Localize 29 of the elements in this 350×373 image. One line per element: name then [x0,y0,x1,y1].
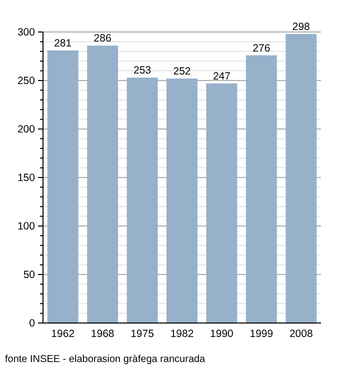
x-tick-label: 1968 [90,328,114,340]
data-label: 286 [94,32,112,45]
bar [166,78,198,323]
source-note: fonte INSEE - elaborasion gràfega rancurada [5,354,206,365]
y-tick-label: 250 [17,75,36,88]
data-label: 247 [212,70,231,82]
x-tick-label: 1990 [210,328,234,340]
x-tick-label: 1982 [170,328,194,340]
x-tick-label: 1975 [130,328,154,340]
bar [47,50,78,323]
x-tick-label: 1999 [250,328,274,340]
data-label: 276 [252,42,270,54]
y-tick-label: 50 [23,269,36,282]
bar [286,34,317,323]
bar [126,78,158,323]
x-tick-label: 2008 [289,328,313,340]
bar [206,83,238,323]
y-tick-label: 0 [29,318,36,330]
data-label: 253 [134,64,152,77]
data-label: 252 [173,66,191,78]
data-label: 298 [292,20,310,33]
bar [87,46,118,323]
x-tick-label: 1962 [51,328,75,340]
y-tick-label: 200 [17,124,36,136]
y-tick-label: 100 [17,220,36,233]
data-label: 281 [54,37,72,50]
y-tick-label: 150 [17,172,36,184]
y-tick-label: 300 [17,26,36,39]
bar [246,55,277,323]
